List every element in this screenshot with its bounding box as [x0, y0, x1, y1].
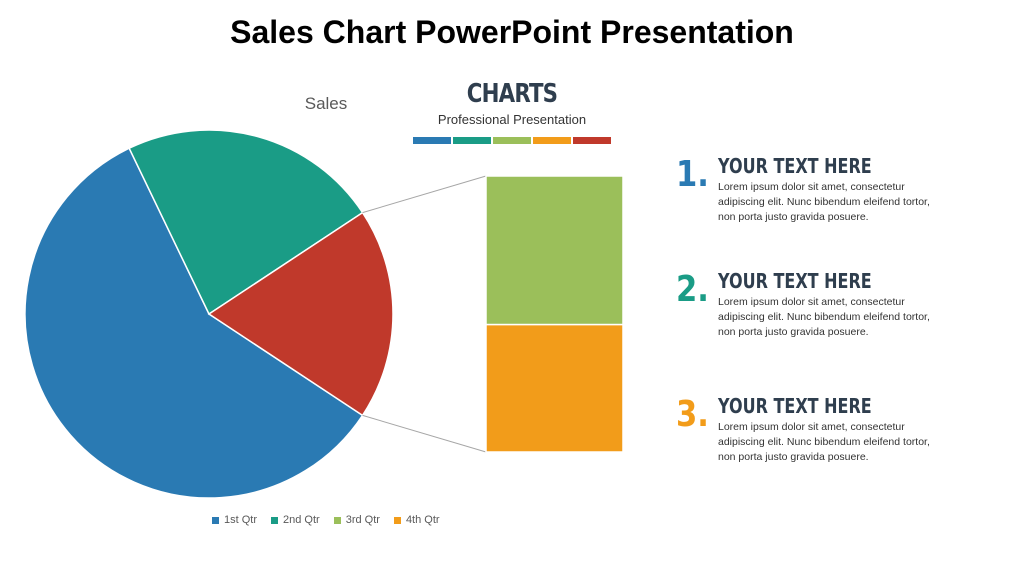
- legend-label-q3: 3rd Qtr: [345, 514, 380, 526]
- connector-line-bottom: [362, 414, 487, 453]
- slide-title: Sales Chart PowerPoint Presentation: [230, 14, 794, 50]
- brand-bar-blue: [413, 137, 451, 144]
- legend-swatch-q2: [271, 516, 279, 524]
- pie-connectors: [362, 175, 487, 453]
- legend-swatch-q1: [212, 516, 219, 524]
- legend-item-q1: 1st Qtr: [212, 514, 257, 526]
- brand-bar-green: [493, 137, 531, 144]
- point-heading-1: YOUR TEXT HERE: [718, 154, 872, 178]
- legend-label-q2: 2nd Qtr: [283, 514, 320, 526]
- legend-label-q4: 4th Qtr: [405, 514, 440, 526]
- brand-bar-red: [573, 137, 611, 144]
- brand-color-bar: [410, 137, 614, 144]
- point-number-1: 1.: [676, 154, 709, 195]
- legend-swatch-q4: [393, 516, 401, 524]
- brand-block: CHARTS Professional Presentation: [410, 78, 614, 144]
- point-heading-3: YOUR TEXT HERE: [718, 394, 872, 418]
- pie-slice-q1: [24, 147, 364, 499]
- pie-slice-other: [207, 211, 394, 417]
- brand-subheading: Professional Presentation: [437, 112, 587, 127]
- main-pie: [24, 129, 394, 499]
- chart-legend: 1st Qtr 2nd Qtr 3rd Qtr 4th Qtr: [212, 514, 440, 526]
- legend-item-q2: 2nd Qtr: [271, 514, 320, 526]
- chart-title: Sales: [304, 94, 348, 113]
- point-heading-2: YOUR TEXT HERE: [718, 269, 872, 293]
- brand-heading: CHARTS: [466, 79, 558, 109]
- pie-slice-q2: [128, 129, 364, 316]
- point-body-2: Lorem ipsum dolor sit amet, consectetur …: [718, 296, 930, 338]
- legend-item-q4: 4th Qtr: [393, 514, 440, 526]
- point-number-3: 3.: [676, 394, 709, 435]
- legend-swatch-q3: [333, 516, 341, 524]
- connector-line-top: [362, 175, 487, 214]
- legend-label-q1: 1st Qtr: [224, 514, 258, 526]
- point-body-3: Lorem ipsum dolor sit amet, consectetur …: [718, 421, 930, 463]
- brand-bar-teal: [453, 137, 491, 144]
- legend-item-q3: 3rd Qtr: [333, 514, 380, 526]
- secondary-stacked-bar: [485, 175, 624, 453]
- point-body-1: Lorem ipsum dolor sit amet, consectetur …: [718, 181, 930, 223]
- bar-segment-q4: [485, 323, 624, 453]
- bar-segment-q3: [485, 175, 624, 326]
- brand-bar-orange: [533, 137, 571, 144]
- point-number-2: 2.: [676, 269, 709, 310]
